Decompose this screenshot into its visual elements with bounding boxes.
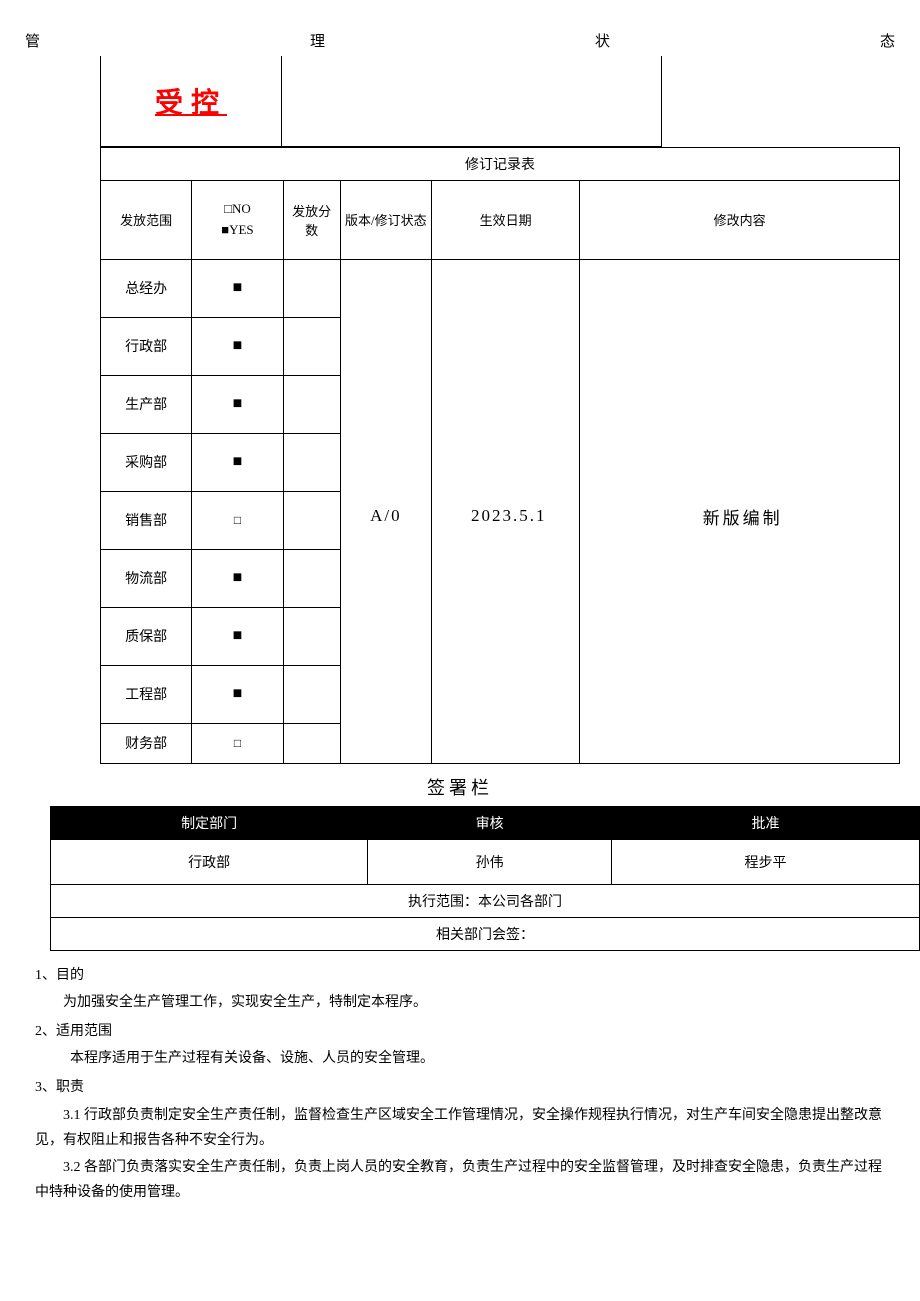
dept-dist-5 — [283, 549, 340, 607]
header-scope: 发放范围 — [101, 181, 192, 260]
dept-row-0: 总经办 ■ A/0 2023.5.1 新版编制 — [101, 259, 900, 317]
revision-caption: 修订记录表 — [101, 148, 900, 181]
header-char-2: 理 — [310, 30, 325, 51]
status-label: 受控 — [101, 56, 281, 146]
header-row: 管 理 状 态 — [25, 30, 895, 51]
body-text: 1、目的 为加强安全生产管理工作，实现安全生产，特制定本程序。 2、适用范围 本… — [25, 963, 895, 1206]
date-value: 2023.5.1 — [432, 259, 580, 763]
section-2-text: 本程序适用于生产过程有关设备、设施、人员的安全管理。 — [35, 1046, 885, 1071]
dept-check-4: □ — [192, 491, 283, 549]
sign-value-dept: 行政部 — [51, 839, 368, 884]
section-1-text: 为加强安全生产管理工作，实现安全生产，特制定本程序。 — [35, 990, 885, 1015]
signature-title: 签署栏 — [25, 774, 895, 800]
dept-name-5: 物流部 — [101, 549, 192, 607]
sign-header-approve: 批准 — [611, 806, 919, 839]
dept-name-2: 生产部 — [101, 375, 192, 433]
execution-scope: 执行范围：本公司各部门 — [51, 884, 920, 917]
revision-table: 修订记录表 发放范围 □NO ■YES 发放分数 版本/修订状态 生效日期 修改… — [100, 147, 900, 764]
status-container: 受控 — [100, 56, 662, 147]
header-char-1: 管 — [25, 30, 40, 51]
dept-name-0: 总经办 — [101, 259, 192, 317]
dept-check-0: ■ — [192, 259, 283, 317]
header-date: 生效日期 — [432, 181, 580, 260]
dept-dist-8 — [283, 723, 340, 763]
dept-check-5: ■ — [192, 549, 283, 607]
sign-value-approve: 程步平 — [611, 839, 919, 884]
dept-dist-7 — [283, 665, 340, 723]
section-2-title: 2、适用范围 — [35, 1019, 885, 1044]
dept-dist-4 — [283, 491, 340, 549]
dept-check-6: ■ — [192, 607, 283, 665]
dept-name-1: 行政部 — [101, 317, 192, 375]
dept-dist-1 — [283, 317, 340, 375]
dept-check-3: ■ — [192, 433, 283, 491]
dept-check-2: ■ — [192, 375, 283, 433]
dept-name-6: 质保部 — [101, 607, 192, 665]
checkbox-no-label: □NO — [196, 199, 278, 220]
cosign-label: 相关部门会签： — [51, 917, 920, 950]
version-value: A/0 — [340, 259, 431, 763]
dept-name-8: 财务部 — [101, 723, 192, 763]
header-checkbox: □NO ■YES — [192, 181, 283, 260]
dept-dist-3 — [283, 433, 340, 491]
dept-dist-6 — [283, 607, 340, 665]
sign-value-review: 孙伟 — [368, 839, 612, 884]
signature-table: 制定部门 审核 批准 行政部 孙伟 程步平 执行范围：本公司各部门 相关部门会签… — [50, 806, 920, 951]
header-version: 版本/修订状态 — [340, 181, 431, 260]
dept-name-3: 采购部 — [101, 433, 192, 491]
section-3-title: 3、职责 — [35, 1075, 885, 1100]
status-empty — [281, 56, 661, 146]
sign-header-review: 审核 — [368, 806, 612, 839]
header-char-3: 状 — [595, 30, 610, 51]
dept-check-7: ■ — [192, 665, 283, 723]
header-dist: 发放分数 — [283, 181, 340, 260]
section-3-2: 3.2 各部门负责落实安全生产责任制，负责上岗人员的安全教育，负责生产过程中的安… — [35, 1155, 885, 1205]
dept-dist-2 — [283, 375, 340, 433]
dept-name-7: 工程部 — [101, 665, 192, 723]
dept-check-8: □ — [192, 723, 283, 763]
dept-dist-0 — [283, 259, 340, 317]
header-char-4: 态 — [880, 30, 895, 51]
sign-header-dept: 制定部门 — [51, 806, 368, 839]
checkbox-yes-label: ■YES — [196, 220, 278, 241]
header-content: 修改内容 — [580, 181, 900, 260]
content-value: 新版编制 — [580, 259, 900, 763]
dept-name-4: 销售部 — [101, 491, 192, 549]
section-3-1: 3.1 行政部负责制定安全生产责任制，监督检查生产区域安全工作管理情况，安全操作… — [35, 1103, 885, 1153]
section-1-title: 1、目的 — [35, 963, 885, 988]
dept-check-1: ■ — [192, 317, 283, 375]
